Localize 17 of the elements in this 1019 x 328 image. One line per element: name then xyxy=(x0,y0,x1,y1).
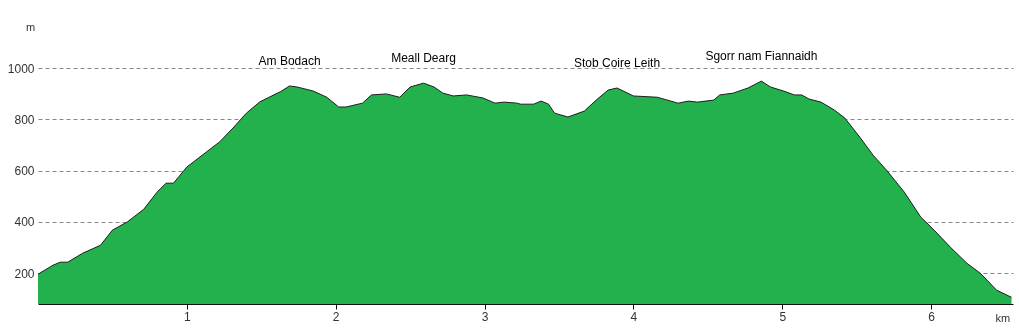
annotation: Am Bodach xyxy=(258,53,321,68)
x-axis-title: km xyxy=(995,311,1011,324)
y-tick-label: 1000 xyxy=(7,61,35,76)
x-tick-label: 3 xyxy=(481,309,489,324)
annotation: Stob Coire Leith xyxy=(574,56,661,71)
y-axis-title: m xyxy=(25,20,36,33)
x-tick-label: 6 xyxy=(928,309,936,324)
x-tick-label: 4 xyxy=(630,309,638,324)
x-tick-label: 5 xyxy=(779,309,787,324)
x-tick-label: 2 xyxy=(332,309,340,324)
annotation: Meall Dearg xyxy=(391,51,456,66)
y-tick-label: 200 xyxy=(14,266,35,281)
y-tick-label: 600 xyxy=(14,164,35,179)
y-tick-label: 400 xyxy=(14,215,35,230)
annotation: Sgorr nam Fiannaidh xyxy=(705,49,818,64)
y-tick-label: 800 xyxy=(14,112,35,127)
x-tick-label: 1 xyxy=(184,309,192,324)
